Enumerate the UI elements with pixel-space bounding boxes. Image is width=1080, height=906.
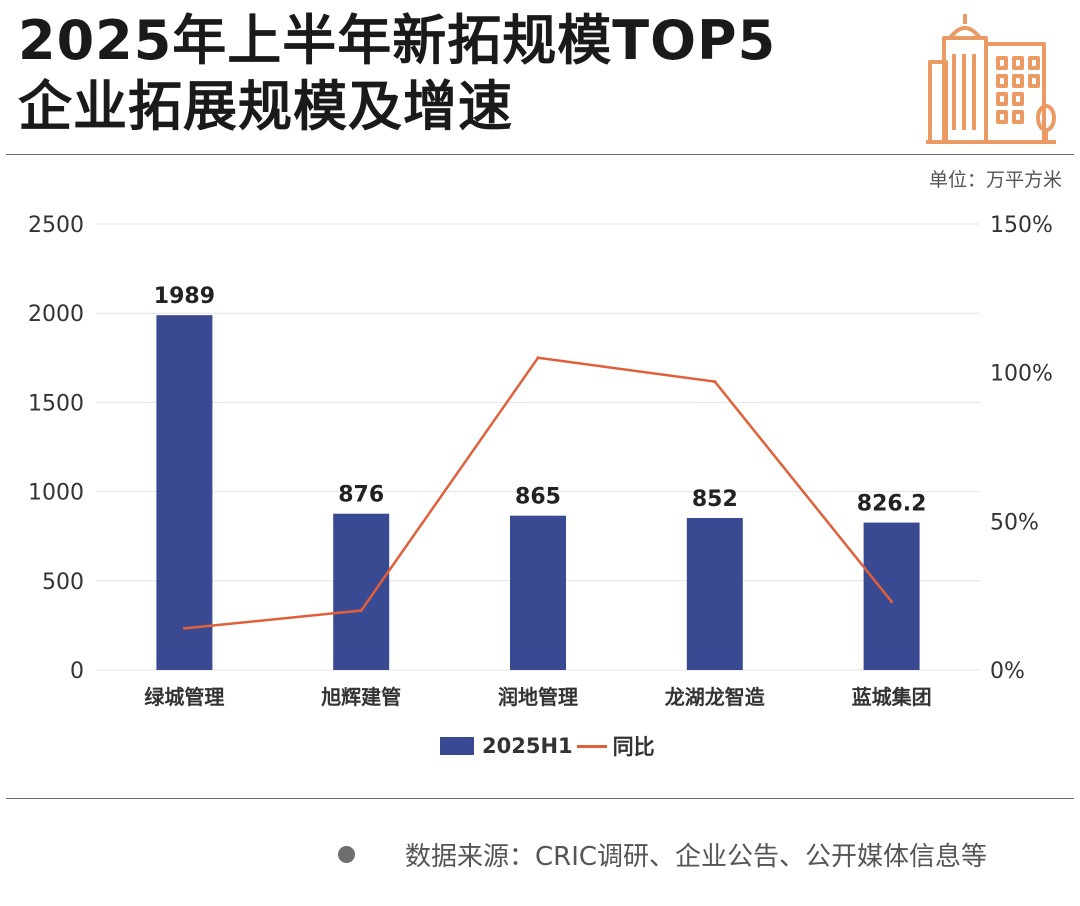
source-text: 数据来源：CRIC调研、企业公告、公开媒体信息等 <box>405 842 988 872</box>
bar-value-label: 865 <box>515 485 561 510</box>
title-line-2: 企业拓展规模及增速 <box>18 75 513 138</box>
yoy-point <box>890 600 894 604</box>
building-icon <box>926 14 1056 144</box>
x-tick-label: 润地管理 <box>498 685 578 709</box>
legend: 2025H1 同比 <box>440 734 655 759</box>
bar-value-label: 826.2 <box>857 492 927 517</box>
bar <box>156 315 213 670</box>
bar <box>863 522 920 670</box>
unit-label: 单位：万平方米 <box>928 169 1062 191</box>
y-left-tick-label: 1500 <box>28 391 84 416</box>
legend-bar-swatch <box>440 737 474 755</box>
legend-bar-label: 2025H1 <box>482 734 573 758</box>
y-right-tick-label: 0% <box>990 659 1025 684</box>
x-tick-label: 旭辉建管 <box>320 685 401 709</box>
yoy-point <box>182 626 186 630</box>
y-left-tick-label: 0 <box>70 659 84 684</box>
bar-value-label: 852 <box>692 487 738 512</box>
y-left-tick-label: 2000 <box>28 302 84 327</box>
y-right-tick-label: 100% <box>990 362 1053 387</box>
y-right-tick-label: 50% <box>990 510 1039 535</box>
x-tick-label: 龙湖龙智造 <box>665 685 766 709</box>
legend-line-label: 同比 <box>612 735 655 759</box>
y-left-tick-label: 500 <box>42 570 84 595</box>
legend-line-swatch <box>576 744 607 748</box>
bullet-icon <box>338 846 355 863</box>
footer-divider <box>6 798 1074 799</box>
y-left-tick-label: 2500 <box>28 213 84 238</box>
y-left-tick-label: 1000 <box>28 481 84 506</box>
yoy-point <box>536 356 540 360</box>
title-line-1: 2025年上半年新拓规模TOP5 <box>18 9 777 72</box>
chart-title: 2025年上半年新拓规模TOP5 企业拓展规模及增速 <box>18 8 776 140</box>
bar <box>333 513 390 670</box>
bar-value-label: 1989 <box>154 284 215 309</box>
x-tick-label: 蓝城集团 <box>852 685 932 709</box>
yoy-point <box>713 380 717 384</box>
yoy-point <box>359 609 363 613</box>
bar <box>510 515 566 670</box>
source-note: 数据来源：CRIC调研、企业公告、公开媒体信息等 <box>338 836 987 873</box>
x-tick-label: 绿城管理 <box>144 685 224 709</box>
y-right-tick-label: 150% <box>990 213 1053 238</box>
header-divider <box>6 154 1074 155</box>
bar-value-label: 876 <box>338 483 384 508</box>
bar <box>686 518 743 670</box>
